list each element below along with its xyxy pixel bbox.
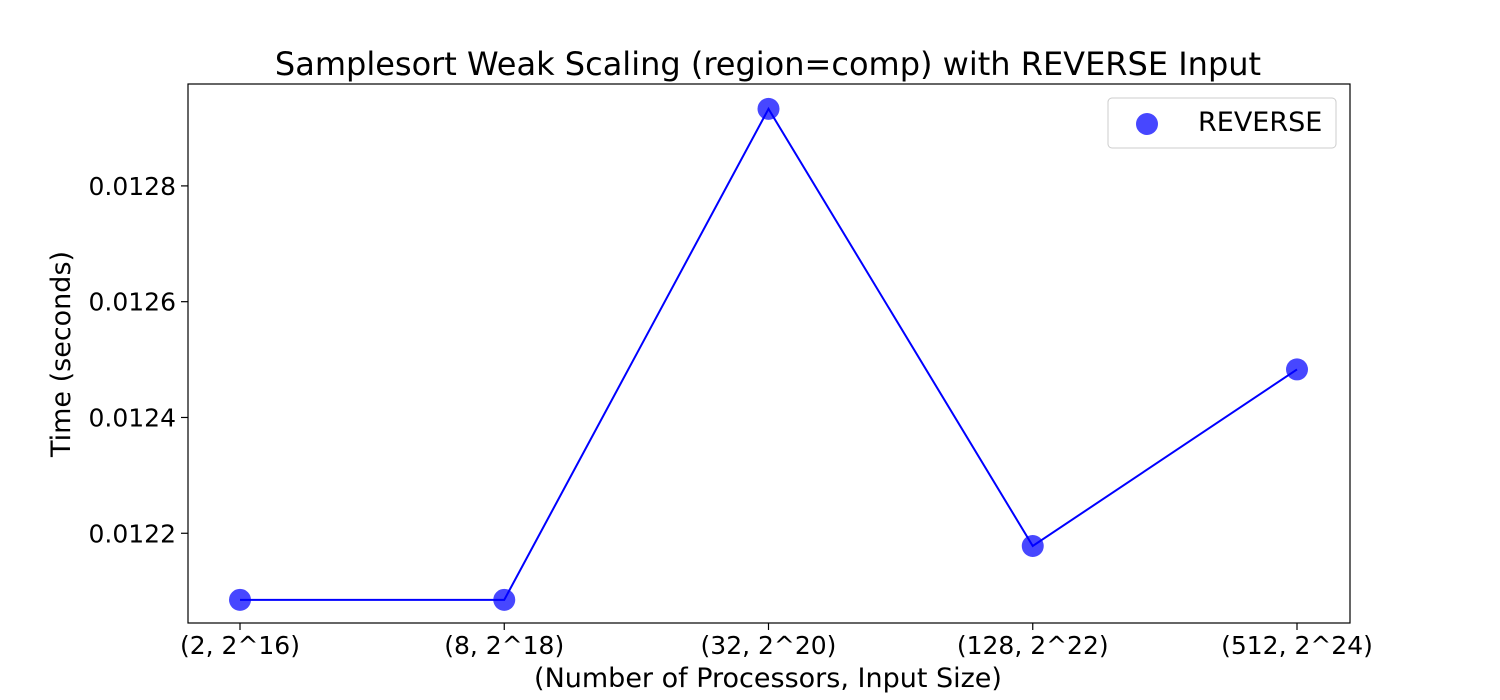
x-axis: (2, 2^16) (8, 2^18) (32, 2^20) (128, 2^22) (…	[180, 623, 1373, 660]
chart-title: Samplesort Weak Scaling (region=comp) wi…	[275, 45, 1261, 83]
series-layer	[229, 97, 1308, 611]
legend: REVERSE	[1107, 97, 1337, 149]
y-axis: 0.0122 0.0124 0.0126 0.0128	[89, 172, 188, 548]
legend-label: REVERSE	[1198, 107, 1322, 138]
x-tick-label: (32, 2^20)	[701, 631, 837, 660]
x-tick-label: (8, 2^18)	[444, 631, 564, 660]
x-axis-label: (Number of Processors, Input Size)	[534, 663, 1002, 694]
y-tick-label: 0.0124	[89, 403, 176, 432]
x-tick-label: (128, 2^22)	[957, 631, 1109, 660]
series-line	[240, 106, 1298, 601]
data-point	[493, 588, 516, 611]
legend-marker	[1136, 113, 1158, 135]
y-tick-label: 0.0122	[89, 519, 176, 548]
y-tick-label: 0.0128	[89, 172, 176, 201]
data-point	[229, 588, 251, 611]
legend-box	[1107, 97, 1337, 149]
data-point	[1286, 358, 1308, 381]
y-axis-label: Time (seconds)	[46, 251, 77, 458]
x-tick-label: (512, 2^24)	[1221, 631, 1373, 660]
y-tick-label: 0.0126	[89, 288, 176, 317]
plot-frame	[187, 83, 1351, 624]
data-point	[1021, 535, 1044, 557]
plot-area: 0.0122 0.0124 0.0126 0.0128 (2, 2^16) (8, 2^…	[89, 83, 1373, 660]
data-point	[757, 97, 780, 120]
x-tick-label: (2, 2^16)	[180, 631, 300, 660]
